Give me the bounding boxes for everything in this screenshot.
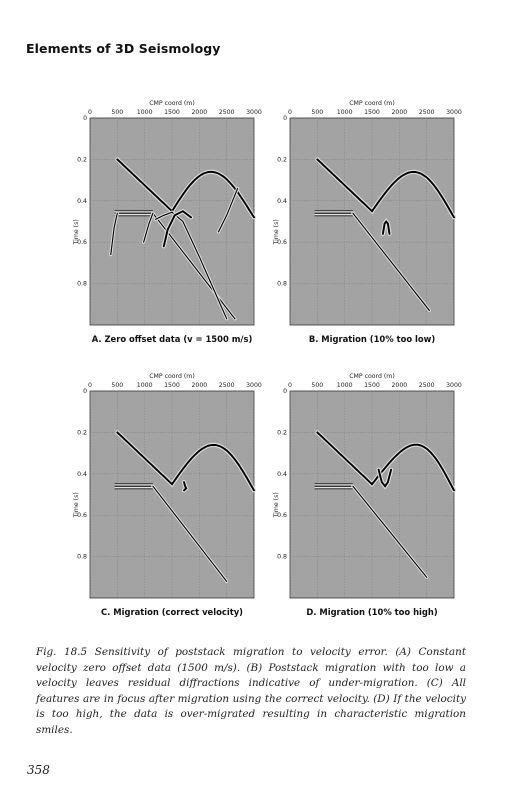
x-tick-label: 2500	[219, 109, 235, 116]
y-tick-label: 0.4	[77, 198, 87, 205]
panel-title: B. Migration (10% too low)	[309, 334, 436, 344]
diffraction-tail	[155, 211, 228, 320]
x-tick-label: 1000	[137, 109, 153, 116]
residual-diffraction	[381, 219, 391, 235]
diffraction-left	[110, 212, 118, 256]
x-tick-label: 3000	[246, 382, 262, 389]
panel-c: CMP coord (m) 0 500 1000 1500 2000 2500 3000 0 0.…	[70, 368, 270, 630]
x-tick-label: 1500	[364, 109, 380, 116]
y-tick-label: 0.6	[277, 512, 287, 519]
dipping-event	[352, 212, 430, 312]
x-tick-label: 1500	[164, 109, 180, 116]
seismic-events	[314, 157, 457, 313]
dipping-event	[352, 485, 428, 578]
panel-b: CMP coord (m) 0 500 1000 1500 2000 2500 3000 0 0.…	[270, 95, 470, 357]
y-axis-label: Time (s)	[73, 492, 80, 518]
sinuous-event	[316, 158, 455, 219]
y-tick-label: 0.8	[277, 554, 287, 561]
y-tick-label: 0.4	[277, 198, 287, 205]
panel-title: D. Migration (10% too high)	[306, 607, 438, 617]
x-tick-label: 500	[311, 109, 323, 116]
grid	[289, 118, 455, 325]
x-tick-label: 500	[311, 382, 323, 389]
y-axis-label: Time (s)	[273, 219, 280, 245]
diffraction-right	[217, 187, 239, 233]
diffraction-hyperbola	[162, 210, 193, 248]
y-tick-label: 0.2	[77, 156, 87, 163]
x-axis-label: CMP coord (m)	[149, 100, 195, 107]
y-tick-label: 0.6	[77, 239, 87, 246]
grid	[289, 391, 455, 598]
figure-18-5: CMP coord (m) 0 500 1000 1500 2000 2500 3000 0 0.…	[70, 95, 470, 630]
seismic-events	[114, 430, 257, 583]
seismic-section-a: CMP coord (m) 0 500 1000 1500 2000 2500 3000 0 0.…	[73, 100, 262, 344]
seismic-events	[314, 430, 457, 579]
grid	[89, 391, 255, 598]
x-tick-label: 0	[288, 109, 292, 116]
x-tick-label: 500	[111, 382, 123, 389]
x-tick-label: 0	[288, 382, 292, 389]
running-head: Elements of 3D Seismology	[26, 41, 221, 56]
sinuous-event	[316, 431, 455, 492]
seismic-section-c: CMP coord (m) 0 500 1000 1500 2000 2500 3000 0 0.…	[73, 373, 262, 617]
x-tick-label: 2500	[419, 382, 435, 389]
y-tick-label: 0.2	[277, 156, 287, 163]
y-tick-label: 0.4	[77, 471, 87, 478]
y-tick-label: 0	[83, 115, 87, 122]
x-axis-label: CMP coord (m)	[349, 100, 395, 107]
x-tick-label: 2500	[219, 382, 235, 389]
x-tick-label: 500	[111, 109, 123, 116]
y-tick-label: 0	[83, 388, 87, 395]
x-tick-label: 3000	[246, 109, 262, 116]
dipping-event	[152, 485, 228, 582]
y-tick-label: 0.6	[277, 239, 287, 246]
x-tick-label: 2000	[391, 382, 407, 389]
sinuous-event	[116, 158, 255, 219]
y-tick-label: 0.6	[77, 512, 87, 519]
x-tick-label: 2000	[191, 382, 207, 389]
page-number: 358	[27, 763, 50, 777]
x-tick-label: 1500	[164, 382, 180, 389]
x-tick-label: 0	[88, 109, 92, 116]
migration-smile	[377, 468, 393, 488]
panel-a: CMP coord (m) 0 500 1000 1500 2000 2500 3000 0 0.…	[70, 95, 270, 357]
y-tick-label: 0.2	[277, 429, 287, 436]
x-tick-label: 1000	[137, 382, 153, 389]
y-axis-label: Time (s)	[73, 219, 80, 245]
y-tick-label: 0.8	[77, 554, 87, 561]
x-tick-label: 0	[88, 382, 92, 389]
y-tick-label: 0.8	[277, 281, 287, 288]
x-tick-label: 2000	[391, 109, 407, 116]
panel-title: A. Zero offset data (v = 1500 m/s)	[92, 334, 253, 344]
diffraction-left-2	[143, 212, 154, 243]
seismic-events	[109, 157, 257, 321]
y-tick-label: 0.2	[77, 429, 87, 436]
x-tick-label: 3000	[446, 109, 462, 116]
panel-title: C. Migration (correct velocity)	[101, 607, 243, 617]
x-tick-label: 3000	[446, 382, 462, 389]
x-axis-label: CMP coord (m)	[349, 373, 395, 380]
figure-caption: Fig. 18.5 Sensitivity of poststack migra…	[36, 646, 466, 736]
y-axis-label: Time (s)	[273, 492, 280, 518]
seismic-section-b: CMP coord (m) 0 500 1000 1500 2000 2500 3000 0 0.…	[273, 100, 462, 344]
x-tick-label: 1000	[337, 109, 353, 116]
y-tick-label: 0	[283, 115, 287, 122]
sinuous-event	[116, 431, 255, 492]
seismic-section-d: CMP coord (m) 0 500 1000 1500 2000 2500 3000 0 0.…	[273, 373, 462, 617]
point-focus	[183, 481, 188, 492]
x-axis-label: CMP coord (m)	[149, 373, 195, 380]
y-tick-label: 0.8	[77, 281, 87, 288]
x-tick-label: 1000	[337, 382, 353, 389]
x-tick-label: 2000	[191, 109, 207, 116]
y-tick-label: 0.4	[277, 471, 287, 478]
x-tick-label: 2500	[419, 109, 435, 116]
grid	[89, 118, 255, 325]
x-tick-label: 1500	[364, 382, 380, 389]
panel-d: CMP coord (m) 0 500 1000 1500 2000 2500 3000 0 0.…	[270, 368, 470, 630]
y-tick-label: 0	[283, 388, 287, 395]
